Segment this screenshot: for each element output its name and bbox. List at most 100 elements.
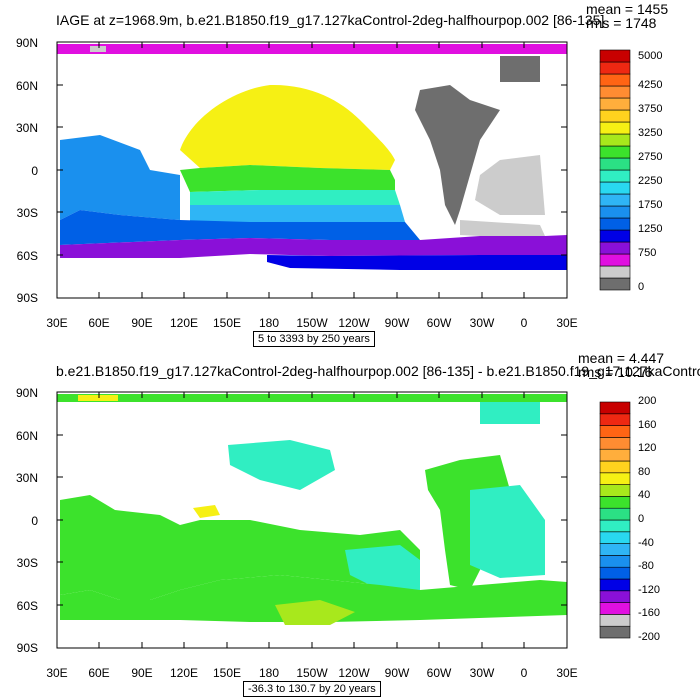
colorbar-label: 2250 xyxy=(638,175,663,187)
difference-map-panel: b.e21.B1850.f19_g17.127kaControl-2deg-ha… xyxy=(0,350,700,700)
colorbar-label: -200 xyxy=(638,631,661,643)
southeast-pacific-teal xyxy=(345,545,420,590)
colorbar-swatch xyxy=(599,109,631,123)
lon-tick-label: 90W xyxy=(384,666,410,680)
lat-tick-label: 90N xyxy=(15,386,38,400)
north-pacific-teal xyxy=(228,440,335,490)
north-pacific-green xyxy=(180,165,395,192)
arctic-yellow-patch xyxy=(78,395,118,401)
colorbar-swatch xyxy=(599,448,631,462)
colorbar-swatch xyxy=(599,229,631,243)
colorbar-label: 0 xyxy=(638,280,645,293)
colorbar-label: -40 xyxy=(638,536,654,549)
colorbar-label: 120 xyxy=(638,442,657,455)
southern-purple xyxy=(60,235,567,258)
southern-lime-patch xyxy=(275,600,355,625)
lon-tick-label: 90E xyxy=(131,666,153,680)
stats-block: mean = 4.447 rms = 10.16 xyxy=(578,351,664,379)
arctic-teal-patch xyxy=(480,402,540,424)
arctic-atlantic-patch xyxy=(500,56,540,82)
colorbar-swatch xyxy=(599,425,631,438)
colorbar-label: 1750 xyxy=(638,199,663,211)
rms-stat: rms = 1748 xyxy=(586,15,657,31)
colorbar-swatch xyxy=(599,401,631,415)
stats-block: mean = 1455 rms = 1748 xyxy=(586,2,668,30)
lon-tick-label: 120W xyxy=(338,316,370,330)
chart-title: IAGE at z=1968.9m, b.e21.B1850.f19_g17.1… xyxy=(56,12,605,28)
lat-tick-label: 90N xyxy=(15,36,38,50)
colorbar-swatch xyxy=(599,460,631,474)
colorbar-swatch xyxy=(599,555,631,568)
lon-tick-label: 90E xyxy=(131,316,153,330)
age-map-panel: IAGE at z=1968.9m, b.e21.B1850.f19_g17.1… xyxy=(15,2,668,347)
age-map-svg xyxy=(56,41,631,299)
colorbar-label: 40 xyxy=(638,489,651,502)
mean-stat: mean = 4.447 xyxy=(578,350,665,366)
colorbar-label: 200 xyxy=(638,395,657,407)
colorbar-swatch xyxy=(599,602,631,615)
colorbar-swatch xyxy=(599,578,631,592)
colorbar-swatch xyxy=(599,566,631,580)
colorbar-swatch xyxy=(599,531,631,544)
mean-stat: mean = 1455 xyxy=(586,1,669,17)
south-atlantic-grey xyxy=(460,220,545,236)
difference-field xyxy=(57,394,567,625)
age-field xyxy=(57,44,567,270)
lon-tick-label: 30E xyxy=(46,666,68,680)
colorbar-swatch xyxy=(599,145,631,159)
east-atlantic-grey xyxy=(475,155,545,215)
lon-tick-label: 30W xyxy=(469,316,495,330)
colorbar-swatch xyxy=(599,614,631,627)
colorbar-label: -160 xyxy=(638,607,661,620)
arctic-patch xyxy=(90,46,106,52)
southern-green xyxy=(60,575,567,622)
colorbar-swatch xyxy=(599,437,631,450)
lon-tick-label: 120W xyxy=(338,666,370,680)
lon-tick-label: 120E xyxy=(169,316,199,330)
pacific-indian-green xyxy=(60,495,420,600)
lon-tick-label: 30E xyxy=(556,316,578,330)
chart-title: b.e21.B1850.f19_g17.127kaControl-2deg-ha… xyxy=(56,363,700,379)
lat-tick-label: 0 xyxy=(31,164,38,178)
colorbar-swatch xyxy=(599,507,631,521)
colorbar-label: -80 xyxy=(638,560,654,573)
colorbar-swatch xyxy=(599,205,631,219)
colorbar-label: 3750 xyxy=(638,103,663,115)
indian-ocean-blue xyxy=(60,135,180,220)
colorbar-label: 2750 xyxy=(638,151,663,163)
lat-ticks xyxy=(57,41,567,299)
colorbar-swatch xyxy=(599,85,631,99)
lon-tick-label: 30E xyxy=(46,316,68,330)
lon-tick-label: 150E xyxy=(212,666,242,680)
colorbar-swatch xyxy=(599,169,631,183)
colorbar-swatch xyxy=(599,217,631,231)
colorbar-swatch xyxy=(599,496,631,509)
colorbar-swatch xyxy=(599,193,631,207)
lat-tick-label: 90S xyxy=(16,641,38,655)
lat-tick-label: 30N xyxy=(15,471,38,485)
colorbar-label: 5000 xyxy=(638,50,663,63)
lon-tick-label: 150W xyxy=(296,316,328,330)
colorbar-swatch xyxy=(599,265,631,279)
colorbar-swatch xyxy=(599,543,631,556)
lon-tick-label: 60E xyxy=(88,316,110,330)
rms-stat: rms = 10.16 xyxy=(578,364,653,380)
lon-tick-label: 60W xyxy=(426,666,452,680)
equatorial-yellow-patch xyxy=(193,505,220,518)
colorbar-age xyxy=(599,49,631,291)
colorbar-swatch xyxy=(599,277,631,291)
lat-tick-label: 60N xyxy=(15,79,38,93)
colorbar-swatch xyxy=(599,49,631,63)
colorbar-swatch xyxy=(599,590,631,603)
lat-tick-label: 30S xyxy=(16,556,38,570)
colorbar-swatch xyxy=(599,181,631,195)
colorbar-label: 3250 xyxy=(638,127,663,139)
lon-ticks xyxy=(56,392,568,648)
contour-range-label: 5 to 3393 by 250 years xyxy=(253,331,375,347)
pacific-teal xyxy=(190,190,400,205)
colorbar-label: 4250 xyxy=(638,79,663,91)
contour-range-label: -36.3 to 130.7 by 20 years xyxy=(243,681,381,697)
colorbar-label: 80 xyxy=(638,465,651,478)
colorbar-label: 160 xyxy=(638,418,657,431)
colorbar-swatch xyxy=(599,484,631,497)
